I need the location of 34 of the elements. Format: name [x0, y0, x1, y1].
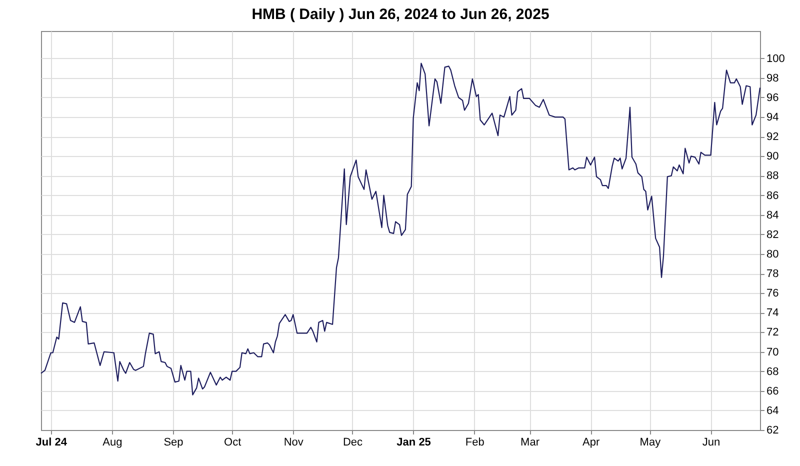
x-tick-label: Sep — [164, 436, 184, 448]
y-tick-label: 76 — [766, 288, 779, 300]
y-tick-label: 100 — [766, 52, 785, 65]
line-series — [40, 62, 761, 396]
x-tick-label: Jul 24 — [36, 436, 68, 448]
x-tick-label: Dec — [342, 436, 364, 448]
y-tick-label: 80 — [766, 248, 779, 260]
y-tick-label: 64 — [766, 404, 779, 417]
y-tick-label: 82 — [766, 228, 779, 241]
y-tick-label: 88 — [766, 170, 779, 182]
y-tick-label: 96 — [766, 92, 779, 104]
y-tick-label: 66 — [766, 385, 779, 398]
y-tick-label: 74 — [766, 307, 779, 320]
y-tick-label: 94 — [766, 112, 779, 124]
chart-title: HMB ( Daily ) Jun 26, 2024 to Jun 26, 2025 — [252, 6, 550, 23]
x-tick-label: Aug — [102, 436, 122, 448]
x-tick-label: May — [640, 436, 662, 448]
y-tick-label: 70 — [766, 346, 779, 358]
x-tick-label: Oct — [224, 436, 242, 448]
y-tick-label: 92 — [766, 131, 779, 144]
x-tick-label: Nov — [284, 436, 304, 448]
y-tick-label: 72 — [766, 326, 779, 339]
y-tick-label: 98 — [766, 72, 779, 84]
y-tick-label: 90 — [766, 150, 779, 163]
x-tick-label: Jun — [702, 436, 720, 448]
y-tick-label: 78 — [766, 268, 779, 280]
x-tick-label: Mar — [520, 436, 540, 448]
y-tick-label: 62 — [766, 424, 779, 436]
y-tick-label: 68 — [766, 366, 779, 378]
y-tick-label: 84 — [766, 209, 779, 222]
y-tick-label: 86 — [766, 190, 779, 202]
x-tick-label: Apr — [582, 436, 600, 448]
x-tick-label: Feb — [465, 436, 484, 448]
x-tick-label: Jan 25 — [396, 436, 431, 448]
